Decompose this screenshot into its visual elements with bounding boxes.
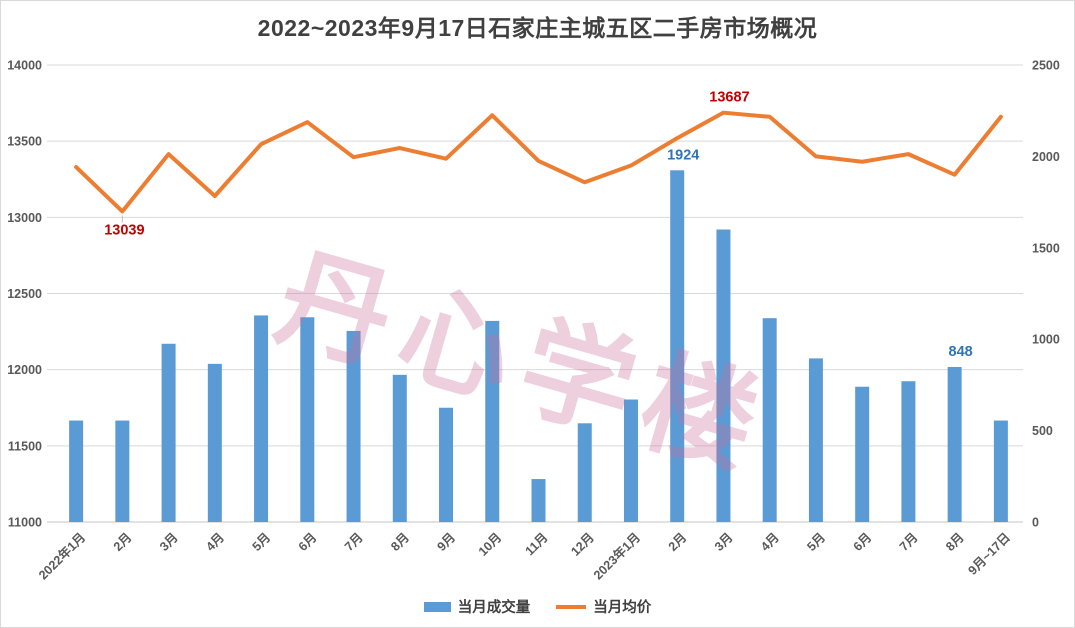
volume-bar	[346, 330, 361, 522]
x-axis-label: 11月	[523, 530, 551, 558]
chart-title: 2022~2023年9月17日石家庄主城五区二手房市场概况	[257, 15, 818, 41]
volume-bar	[300, 317, 315, 522]
x-axis-label: 2023年1月	[590, 530, 643, 583]
price-line	[74, 110, 1003, 214]
volume-bar	[623, 399, 638, 522]
x-axis-label: 4月	[203, 530, 227, 554]
left-axis-tick-label: 13500	[7, 135, 42, 149]
volume-bar	[577, 423, 592, 522]
x-axis-label: 8月	[388, 530, 412, 554]
left-axis-tick-label: 11000	[8, 516, 42, 530]
volume-bar	[855, 386, 870, 522]
x-axis-label: 5月	[804, 530, 828, 554]
legend-item-price: 当月均价	[556, 596, 651, 617]
x-axis-label: 8月	[943, 530, 967, 554]
right-axis-tick-label: 2000	[1032, 150, 1060, 164]
volume-bar	[993, 420, 1008, 522]
volume-bar	[947, 366, 962, 522]
data-label: 848	[949, 344, 973, 360]
right-axis-tick-label: 1000	[1032, 333, 1060, 347]
right-axis-tick-label: 500	[1032, 424, 1053, 438]
data-label: 13039	[104, 222, 144, 238]
volume-bar	[670, 170, 685, 523]
right-axis-tick-label: 2500	[1032, 59, 1060, 73]
x-axis-label: 9月~17日	[966, 530, 1013, 577]
x-axis-label: 7月	[897, 530, 921, 554]
volume-bar	[439, 407, 454, 522]
data-label: 1924	[667, 147, 699, 163]
x-axis-label: 9月	[434, 530, 458, 554]
volume-bar	[69, 420, 84, 522]
volume-bar	[115, 420, 130, 522]
right-axis-tick-label: 0	[1032, 516, 1039, 530]
volume-bar	[716, 229, 731, 522]
volume-bar	[392, 374, 407, 522]
legend-label-volume: 当月成交量	[457, 600, 531, 616]
volume-bar	[762, 318, 777, 522]
bar-series-swatch	[423, 601, 451, 612]
volume-bar	[485, 320, 500, 522]
x-axis-label: 12月	[568, 530, 597, 559]
x-axis-label: 2月	[111, 530, 135, 554]
x-axis-label: 2022年1月	[35, 530, 88, 583]
x-axis-label: 10月	[476, 530, 505, 559]
volume-bar	[531, 479, 546, 522]
left-axis-tick-label: 12500	[7, 287, 42, 301]
legend: 当月成交量 当月均价	[1, 596, 1074, 617]
legend-label-price: 当月均价	[593, 600, 652, 616]
left-axis-tick-label: 13000	[7, 211, 42, 225]
x-axis-label: 6月	[296, 530, 320, 554]
line-series-swatch	[556, 604, 587, 609]
x-axis-label: 6月	[851, 530, 875, 554]
volume-bar	[161, 343, 176, 522]
volume-bar	[901, 381, 916, 522]
legend-item-volume: 当月成交量	[423, 596, 531, 617]
x-axis-label: 5月	[250, 530, 274, 554]
left-axis-tick-label: 14000	[7, 59, 42, 73]
volume-bar	[207, 363, 222, 522]
x-axis-label: 3月	[157, 530, 181, 554]
x-axis-label: 7月	[342, 530, 366, 554]
x-axis-label: 4月	[758, 530, 782, 554]
right-axis-tick-label: 1500	[1032, 241, 1060, 255]
volume-bar	[254, 315, 269, 522]
x-axis-label: 3月	[712, 530, 736, 554]
left-axis-tick-label: 11500	[8, 439, 42, 453]
left-axis-tick-label: 12000	[7, 363, 42, 377]
volume-bar	[808, 358, 823, 522]
data-label: 13687	[709, 90, 749, 106]
x-axis-label: 2月	[666, 530, 690, 554]
